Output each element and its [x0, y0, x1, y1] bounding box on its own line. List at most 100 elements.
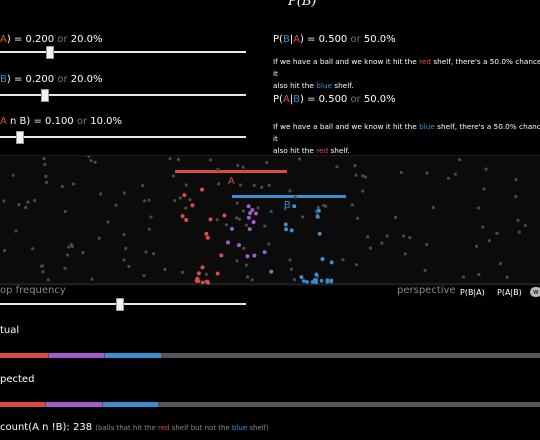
- ball: [423, 268, 427, 272]
- ball: [265, 160, 269, 165]
- p-b-given-a-label: P(B|A) = 0.500: [273, 34, 351, 45]
- p-b-given-a-explanation: If we have a ball and we know it hit the…: [273, 56, 540, 92]
- ball: [245, 254, 250, 259]
- ball: [188, 198, 192, 202]
- ball: [482, 187, 486, 191]
- ball: [316, 205, 320, 209]
- ball: [176, 157, 181, 162]
- ball: [361, 189, 365, 193]
- ball: [81, 251, 85, 255]
- ball: [355, 216, 360, 220]
- ball: [147, 198, 151, 202]
- ball: [262, 250, 267, 255]
- ball: [235, 201, 239, 205]
- pb-readout: B) = 0.200 or 20.0%: [0, 74, 103, 85]
- expl2-line2-pre: also hit the: [273, 146, 317, 155]
- ball: [17, 203, 21, 207]
- ball: [151, 252, 156, 256]
- ball: [200, 187, 205, 192]
- ball: [44, 180, 49, 184]
- ball: [46, 278, 50, 282]
- ball: [204, 231, 209, 236]
- ball: [247, 227, 252, 232]
- ball: [69, 243, 73, 247]
- ball: [251, 220, 256, 225]
- expl1-line2-pre: also hit the: [273, 81, 317, 90]
- ball: [245, 275, 250, 279]
- ball: [209, 158, 213, 162]
- ball: [399, 170, 403, 175]
- pab-pct: 10.0%: [90, 116, 123, 127]
- ball: [168, 157, 172, 161]
- p-a-given-b-label: P(A|B) = 0.500: [273, 94, 351, 105]
- drop-frequency-slider[interactable]: [0, 298, 246, 311]
- ball: [425, 171, 429, 175]
- ball: [321, 203, 326, 208]
- ball: [246, 215, 251, 220]
- perspective-p-b-given-a[interactable]: P(B|A): [460, 288, 485, 297]
- ball: [267, 183, 271, 187]
- ball: [31, 247, 35, 251]
- drop-frequency-handle[interactable]: [116, 298, 124, 311]
- ball: [237, 217, 241, 221]
- ball: [178, 196, 182, 200]
- ball: [408, 236, 412, 240]
- ball: [241, 165, 245, 169]
- ball: [224, 223, 228, 227]
- ball: [269, 269, 274, 274]
- bar-segment: [48, 353, 105, 358]
- ball: [106, 220, 110, 224]
- ball: [289, 267, 294, 271]
- pab-slider[interactable]: [0, 131, 246, 144]
- ball: [368, 246, 372, 250]
- ball: [301, 215, 305, 219]
- ball: [288, 258, 292, 262]
- ball: [14, 229, 18, 233]
- ball: [476, 206, 481, 210]
- shelf-b[interactable]: [232, 195, 346, 198]
- p-a-given-b-pct: 50.0%: [363, 94, 396, 105]
- p-b-given-a-pct: 50.0%: [363, 34, 396, 45]
- ball: [316, 208, 321, 213]
- pa-slider-handle[interactable]: [46, 46, 54, 59]
- ball: [446, 176, 450, 180]
- pb-slider-handle[interactable]: [41, 89, 49, 102]
- pb-slider[interactable]: [0, 89, 246, 102]
- actual-label: tual: [0, 325, 20, 336]
- perspective-w[interactable]: w: [530, 287, 540, 297]
- pab-slider-handle[interactable]: [16, 131, 24, 144]
- ball: [163, 267, 167, 272]
- ball: [204, 279, 209, 284]
- ball: [353, 163, 357, 168]
- ball: [253, 211, 258, 216]
- ball: [320, 257, 325, 262]
- ball: [457, 158, 462, 162]
- ball: [171, 174, 175, 178]
- ball: [44, 174, 48, 178]
- shelf-b-label: B: [284, 200, 291, 211]
- count-readout: count(A n !B): 238 (balls that hit the r…: [0, 422, 269, 433]
- ball: [314, 272, 319, 277]
- shelf-a[interactable]: [175, 170, 287, 173]
- ball: [60, 184, 64, 189]
- ball: [205, 235, 210, 240]
- ball: [514, 195, 518, 199]
- ball: [122, 191, 126, 195]
- ball: [215, 271, 220, 276]
- count-text: count(A n !B): 238: [0, 422, 93, 433]
- expl1-mid: shelf, there's a 50.0% chance it: [273, 57, 540, 78]
- ball: [200, 265, 205, 270]
- ball: [350, 203, 354, 207]
- perspective-label: perspective: [397, 285, 456, 296]
- pab-or: or: [76, 116, 88, 127]
- ball: [24, 205, 28, 210]
- perspective-p-a-given-b[interactable]: P(A|B): [497, 288, 522, 297]
- ball: [299, 275, 304, 280]
- ball: [173, 199, 177, 203]
- p-a-given-b-or: or: [350, 94, 361, 105]
- ball: [65, 253, 70, 257]
- pa-slider[interactable]: [0, 46, 246, 59]
- ball: [147, 227, 151, 231]
- ball: [122, 258, 126, 262]
- pb-value: B) = 0.200: [0, 74, 58, 85]
